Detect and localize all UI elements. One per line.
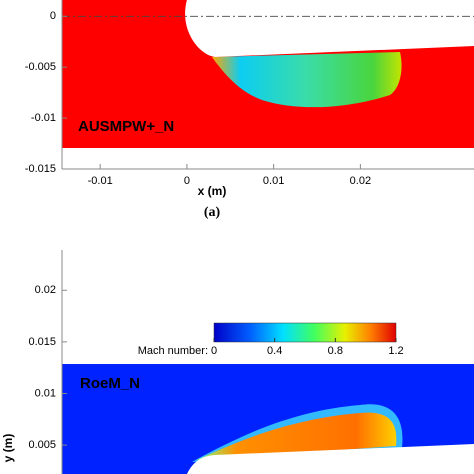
- y-tick-label: -0.01: [31, 112, 56, 124]
- plume: [196, 412, 397, 460]
- x-axis-label: x (m): [198, 184, 227, 198]
- y-tick-label: 0: [50, 10, 56, 22]
- y-tick-label: 0.015: [28, 336, 56, 348]
- colorbar-tick-label: 1.2: [388, 345, 403, 357]
- caption: (a): [204, 205, 221, 220]
- y-axis-label: y (m): [1, 434, 15, 463]
- x-tick-label: 0.02: [350, 175, 371, 187]
- x-tick-label: 0.01: [263, 175, 284, 187]
- annotation: RoeM_N: [80, 375, 140, 392]
- body: [186, 444, 474, 474]
- y-tick-label: 0.02: [35, 284, 56, 296]
- body: [185, 0, 474, 57]
- colorbar-tick-label: 0.4: [267, 345, 282, 357]
- colorbar-tick-label: 0.8: [328, 345, 343, 357]
- plume: [211, 52, 402, 108]
- x-tick-label: -0.01: [88, 175, 113, 187]
- y-tick-label: 0.005: [28, 439, 56, 451]
- x-tick-label: 0: [184, 175, 190, 187]
- colorbar: [213, 322, 397, 343]
- y-tick-label: -0.015: [25, 163, 56, 175]
- colorbar-tick-label: 0: [211, 345, 217, 357]
- y-tick-label: 0.01: [35, 387, 56, 399]
- colorbar-label: Mach number:: [138, 345, 208, 357]
- y-tick-label: -0.005: [25, 61, 56, 73]
- annotation: AUSMPW+_N: [78, 118, 174, 135]
